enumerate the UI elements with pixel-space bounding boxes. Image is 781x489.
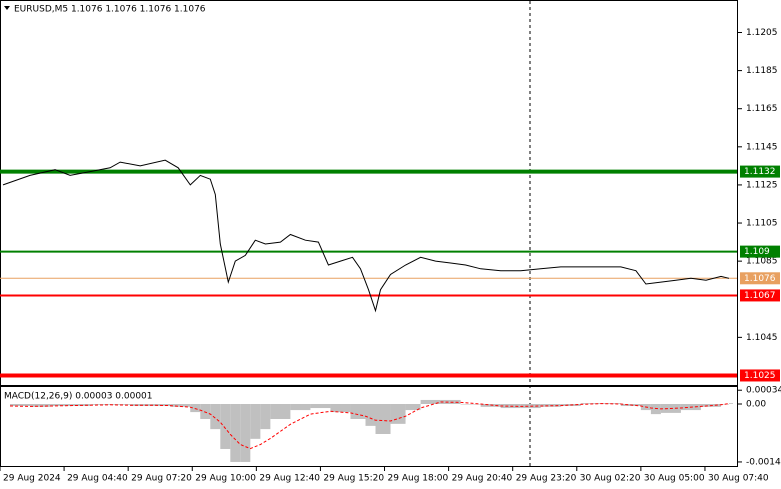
level-label: 1.1025 — [744, 371, 776, 381]
macd-bar — [90, 403, 111, 405]
macd-bar — [200, 403, 211, 419]
price-line — [2, 159, 730, 313]
chart-title: EURUSD,M5 1.1076 1.1076 1.1076 1.1076 — [14, 5, 206, 15]
menu-icon — [4, 6, 10, 10]
signal-line — [9, 401, 730, 450]
y-tick-label: 1.1165 — [746, 104, 778, 114]
level-label-bg — [740, 245, 780, 258]
macd-bar — [650, 403, 661, 415]
level-label-bg — [740, 369, 780, 382]
y-tick-label: 1.1045 — [746, 333, 778, 343]
level-label-bg — [740, 289, 780, 302]
y-tick-label: 1.1145 — [746, 142, 778, 152]
x-tick-label: 30 Aug 02:20 — [580, 474, 641, 484]
macd-bar — [240, 403, 251, 462]
y-tick-label: -0.00143 — [746, 457, 781, 467]
level-label: 1.109 — [744, 247, 770, 257]
y-tick-label: 1.1105 — [746, 219, 778, 229]
macd-bar — [210, 403, 221, 430]
macd-bar — [420, 399, 441, 404]
macd-bar — [375, 403, 391, 434]
x-tick-label: 29 Aug 10:00 — [195, 474, 256, 484]
x-tick-label: 29 Aug 12:40 — [259, 474, 320, 484]
macd-bar — [220, 403, 231, 449]
macd-bar — [728, 403, 733, 404]
level-label: 1.1067 — [744, 291, 776, 301]
level-label: 1.1076 — [744, 274, 776, 284]
y-tick-label: 1.1205 — [746, 28, 778, 38]
macd-bar — [230, 403, 241, 462]
macd-bar — [110, 403, 131, 405]
macd-bar — [250, 403, 261, 439]
macd-bar — [310, 403, 331, 409]
plot-frame — [0, 0, 738, 467]
x-tick-label: 30 Aug 07:40 — [708, 474, 769, 484]
macd-bar — [30, 403, 51, 407]
macd-bar — [270, 403, 291, 419]
macd-bar — [290, 403, 311, 411]
level-label: 1.1132 — [744, 167, 776, 177]
macd-bar — [330, 403, 351, 413]
macd-bar — [10, 403, 31, 407]
macd-bar — [405, 403, 421, 411]
x-tick-label: 29 Aug 04:40 — [67, 474, 128, 484]
macd-bar — [460, 403, 481, 405]
macd-bar — [390, 403, 406, 424]
y-tick-label: 1.1185 — [746, 66, 778, 76]
y-tick-label: 1.1085 — [746, 257, 778, 267]
x-tick-label: 29 Aug 07:20 — [131, 474, 192, 484]
macd-bar — [190, 403, 201, 413]
x-tick-label: 29 Aug 2024 — [3, 474, 61, 484]
x-tick-label: 30 Aug 05:00 — [644, 474, 705, 484]
x-tick-label: 29 Aug 18:00 — [388, 474, 449, 484]
x-tick-label: 29 Aug 15:20 — [323, 474, 384, 484]
macd-bar — [50, 403, 71, 407]
macd-bar — [170, 403, 191, 407]
macd-bar — [260, 403, 271, 430]
level-label-bg — [740, 165, 780, 178]
y-tick-label: 1.1125 — [746, 180, 778, 190]
level-label-bg — [740, 272, 780, 285]
x-tick-label: 29 Aug 23:20 — [516, 474, 577, 484]
macd-title: MACD(12,26,9) 0.00003 0.00001 — [4, 392, 153, 402]
x-tick-label: 29 Aug 20:40 — [452, 474, 513, 484]
y-tick-label: 0.00 — [746, 399, 766, 409]
macd-bar — [350, 403, 366, 419]
y-tick-label: 0.00034 — [746, 386, 781, 396]
macd-bar — [365, 403, 376, 426]
